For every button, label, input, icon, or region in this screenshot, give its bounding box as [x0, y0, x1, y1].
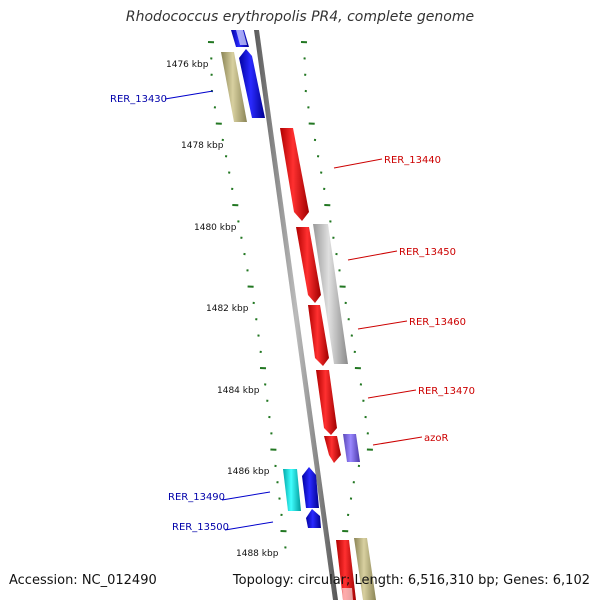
gene-label-rer13430[interactable]: RER_13430 — [110, 94, 167, 105]
gene-arrow-reverse-top-white — [236, 30, 247, 45]
gene-arrow-reverse-rer13500[interactable] — [306, 509, 321, 528]
kbp-label-1476: 1476 kbp — [166, 60, 209, 70]
accession-text: Accession: NC_012490 — [9, 573, 157, 588]
gene-feature-khaki-2[interactable] — [354, 538, 376, 600]
gene-label-rer13450[interactable]: RER_13450 — [399, 247, 456, 258]
gene-arrow-reverse-rer13490[interactable] — [302, 467, 319, 508]
gene-label-rer13460[interactable]: RER_13460 — [409, 317, 466, 328]
gene-feature-cyan[interactable] — [283, 469, 301, 511]
gene-arrow-rer13440[interactable] — [280, 128, 309, 221]
kbp-tick-marks-left — [207, 41, 287, 549]
gene-label-rer13470[interactable]: RER_13470 — [418, 386, 475, 397]
gene-arrow-forward-bottom[interactable] — [336, 540, 356, 600]
kbp-label-1480: 1480 kbp — [194, 223, 237, 233]
gene-features — [221, 30, 376, 600]
gene-label-azor[interactable]: azoR — [424, 433, 448, 444]
gene-arrow-rer13470[interactable] — [316, 370, 337, 435]
kbp-tick-marks-right — [300, 41, 373, 549]
kbp-label-1488: 1488 kbp — [236, 549, 279, 559]
gene-arrow-rer13460[interactable] — [308, 305, 329, 366]
gene-feature-gray[interactable] — [313, 224, 348, 364]
gene-arrow-azor[interactable] — [324, 436, 341, 463]
gene-feature-purple[interactable] — [343, 434, 360, 462]
kbp-label-1486: 1486 kbp — [227, 467, 270, 477]
gene-label-rer13500[interactable]: RER_13500 — [172, 522, 229, 533]
gene-arrow-reverse-rer13430[interactable] — [239, 49, 265, 118]
gene-feature-white-bottom — [342, 588, 353, 600]
genome-summary-text: Topology: circular; Length: 6,516,310 bp… — [232, 573, 590, 588]
genome-backbone — [254, 30, 338, 600]
gene-label-leaders — [164, 90, 423, 531]
gene-label-rer13490[interactable]: RER_13490 — [168, 492, 225, 503]
kbp-label-1478: 1478 kbp — [181, 141, 224, 151]
gene-label-rer13440[interactable]: RER_13440 — [384, 155, 441, 166]
gene-arrow-rer13450[interactable] — [296, 227, 321, 303]
gene-feature-khaki-1[interactable] — [221, 52, 247, 122]
kbp-label-1484: 1484 kbp — [217, 386, 260, 396]
kbp-label-1482: 1482 kbp — [206, 304, 249, 314]
map-title: Rhodococcus erythropolis PR4, complete g… — [125, 9, 475, 25]
